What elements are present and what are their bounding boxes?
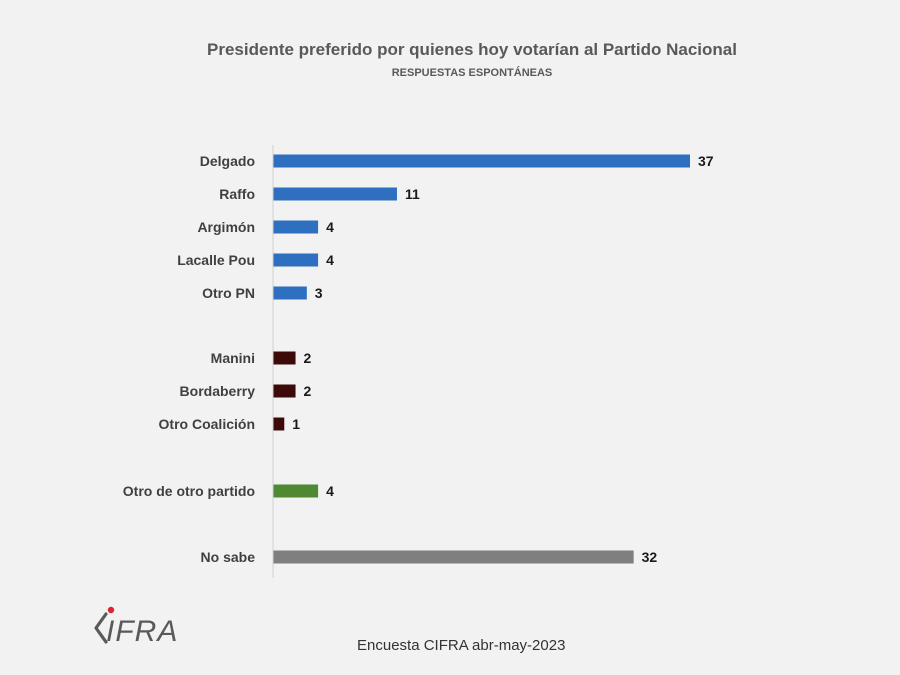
bar — [273, 384, 296, 398]
data-label: 4 — [326, 252, 334, 268]
data-label: 4 — [326, 483, 334, 499]
category-label: Otro PN — [202, 285, 255, 301]
category-label: Otro de otro partido — [123, 483, 255, 499]
bar — [273, 484, 319, 498]
category-label: Delgado — [200, 153, 255, 169]
chart-subtitle: RESPUESTAS ESPONTÁNEAS — [391, 67, 553, 79]
data-label: 4 — [326, 219, 334, 235]
category-label: No sabe — [201, 549, 256, 565]
cifra-logo: IFRA — [94, 606, 178, 648]
data-label: 2 — [304, 383, 312, 399]
logo-wordmark: IFRA — [106, 615, 178, 648]
chart-title: Presidente preferido por quienes hoy vot… — [207, 40, 737, 59]
data-label: 2 — [304, 350, 312, 366]
bar — [273, 550, 634, 564]
bar — [273, 154, 690, 168]
category-label: Argimón — [197, 219, 255, 235]
bar — [273, 286, 307, 300]
data-label: 37 — [698, 153, 714, 169]
category-label: Raffo — [219, 186, 255, 202]
category-label: Otro Coalición — [159, 416, 255, 432]
category-label: Manini — [211, 350, 255, 366]
bar — [273, 220, 319, 234]
data-label: 3 — [315, 285, 323, 301]
bar-chart: Delgado 37 Raffo 11 Argimón 4 Lacalle Pou 4 Otro… — [123, 145, 714, 578]
bar — [273, 253, 319, 267]
data-label: 11 — [405, 186, 420, 202]
category-label: Bordaberry — [180, 383, 256, 399]
bar — [273, 187, 397, 201]
data-label: 32 — [642, 549, 658, 565]
data-label: 1 — [292, 416, 300, 432]
category-label: Lacalle Pou — [177, 252, 255, 268]
bar — [273, 417, 285, 431]
bar — [273, 351, 296, 365]
source-note: Encuesta CIFRA abr-may-2023 — [357, 637, 566, 654]
